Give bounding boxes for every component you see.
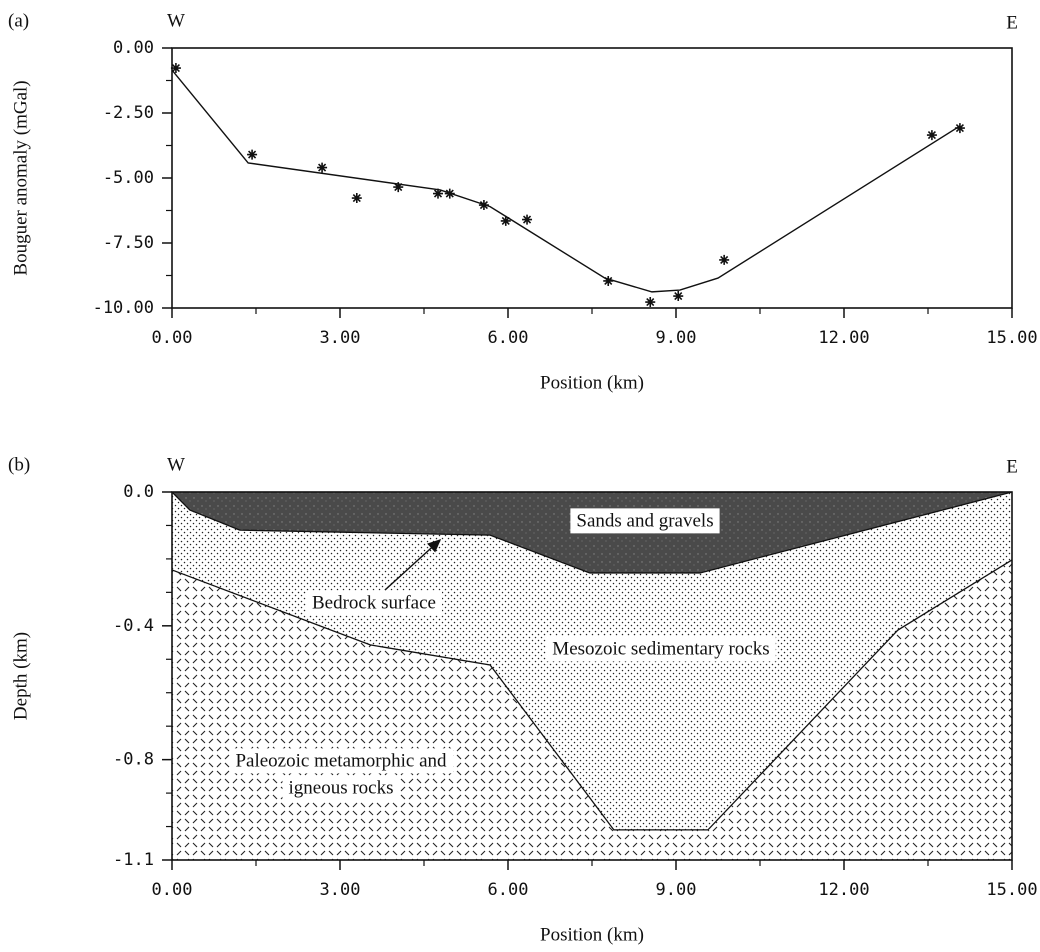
y-axis-label: Depth (km) [10, 632, 31, 720]
label-background [282, 775, 400, 801]
y-tick-label: -0.4 [113, 616, 154, 636]
data-point [954, 123, 965, 134]
model-line [171, 69, 961, 293]
x-tick-label: 6.00 [488, 328, 529, 348]
data-point [673, 291, 684, 302]
y-tick-label: -7.50 [103, 233, 154, 253]
label-background [570, 508, 720, 534]
x-tick-label: 0.00 [152, 880, 193, 900]
data-point [522, 214, 533, 225]
data-point [170, 63, 181, 74]
direction-label: W [167, 10, 185, 31]
y-tick-label: 0.00 [113, 38, 154, 58]
y-tick-label: -5.00 [103, 168, 154, 188]
y-tick-label: -10.00 [93, 298, 154, 318]
data-point [926, 130, 937, 141]
x-tick-label: 15.00 [986, 880, 1037, 900]
direction-label: W [167, 454, 185, 475]
layer-boundary [171, 491, 1013, 574]
data-point [719, 254, 730, 265]
annotation-arrow [384, 538, 442, 591]
x-tick-label: 12.00 [818, 328, 869, 348]
panel-label: (b) [8, 454, 30, 475]
plot-frame [171, 47, 1013, 309]
y-tick-label: 0.0 [123, 482, 154, 502]
x-tick-label: 9.00 [656, 328, 697, 348]
x-axis-label: Position (km) [540, 924, 644, 945]
x-tick-label: 12.00 [818, 880, 869, 900]
layer-label: Sands and gravels [576, 510, 713, 531]
data-point [393, 182, 404, 193]
y-axis-label: Bouguer anomaly (mGal) [10, 80, 31, 275]
data-point [603, 275, 614, 286]
y-tick-label: -1.1 [113, 850, 154, 870]
label-background [306, 590, 442, 616]
layer-label: Mesozoic sedimentary rocks [552, 638, 769, 659]
x-axis-label: Position (km) [540, 372, 644, 393]
panel-label: (a) [8, 10, 29, 31]
data-point [500, 215, 511, 226]
x-tick-label: 3.00 [320, 328, 361, 348]
x-tick-label: 3.00 [320, 880, 361, 900]
data-point [351, 193, 362, 204]
direction-label: E [1006, 12, 1018, 33]
y-tick-label: -0.8 [113, 750, 154, 770]
x-tick-label: 9.00 [656, 880, 697, 900]
y-tick-label: -2.50 [103, 103, 154, 123]
layer-label: Bedrock surface [312, 592, 436, 613]
layer-label: Paleozoic metamorphic and [235, 750, 447, 771]
data-point [433, 188, 443, 199]
label-background [229, 748, 454, 774]
layer-label: igneous rocks [288, 777, 393, 798]
data-point [645, 297, 656, 308]
x-tick-label: 0.00 [152, 328, 193, 348]
label-background [546, 636, 776, 662]
data-point [317, 162, 328, 173]
layer-boundary [171, 559, 1013, 831]
x-tick-label: 15.00 [986, 328, 1037, 348]
x-tick-label: 6.00 [488, 880, 529, 900]
data-point [247, 149, 258, 160]
direction-label: E [1006, 456, 1018, 477]
